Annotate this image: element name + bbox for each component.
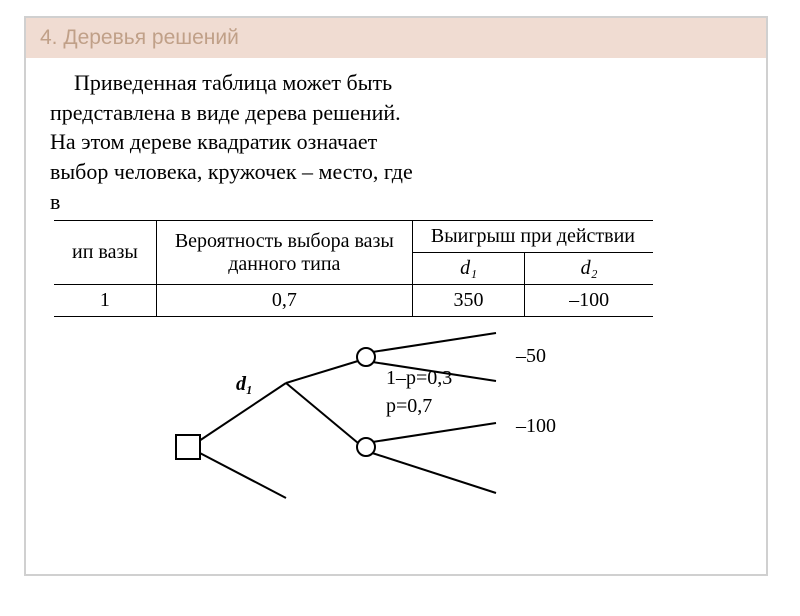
p-upper-label: 1–p=0,3 <box>386 367 452 390</box>
td-d2: –100 <box>525 285 653 317</box>
tree-svg <box>166 323 626 513</box>
th-prob-a: Вероятность выбора вазы <box>175 230 394 252</box>
p-line3: На этом дереве квадратик означает <box>50 129 377 154</box>
p-line2: представлена в виде дерева решений. <box>50 100 401 125</box>
th-d2: d₂ <box>525 253 653 285</box>
p-line4: выбор человека, кружочек – место, где <box>50 159 413 184</box>
section-title: 4. Деревья решений <box>26 18 766 58</box>
th-prob-b: данного типа <box>228 253 340 275</box>
d1-label: d₁ <box>236 373 253 396</box>
th-type: ип вазы <box>54 221 156 285</box>
td-d1: 350 <box>412 285 524 317</box>
decision-tree: d₁ 1–p=0,3 p=0,7 –50 –100 <box>26 323 766 513</box>
val-upper: –50 <box>516 345 546 368</box>
chance-circle-upper <box>357 348 375 366</box>
th-prob: Вероятность выбора вазы данного типа <box>156 221 412 285</box>
payoff-table: ип вазы Вероятность выбора вазы данного … <box>54 220 653 317</box>
td-prob: 0,7 <box>156 285 412 317</box>
table-row: 1 0,7 350 –100 <box>54 285 653 317</box>
th-d1: d₁ <box>412 253 524 285</box>
body-paragraph: Приведенная таблица может быть представл… <box>26 58 766 216</box>
val-lower: –100 <box>516 415 556 438</box>
decision-square <box>176 435 200 459</box>
td-type: 1 <box>54 285 156 317</box>
p-line5: в <box>50 189 60 214</box>
p-line1: Приведенная таблица может быть <box>74 70 392 95</box>
p-lower-label: p=0,7 <box>386 395 432 418</box>
th-payoff-group: Выигрыш при действии <box>412 221 653 253</box>
chance-circle-lower <box>357 438 375 456</box>
